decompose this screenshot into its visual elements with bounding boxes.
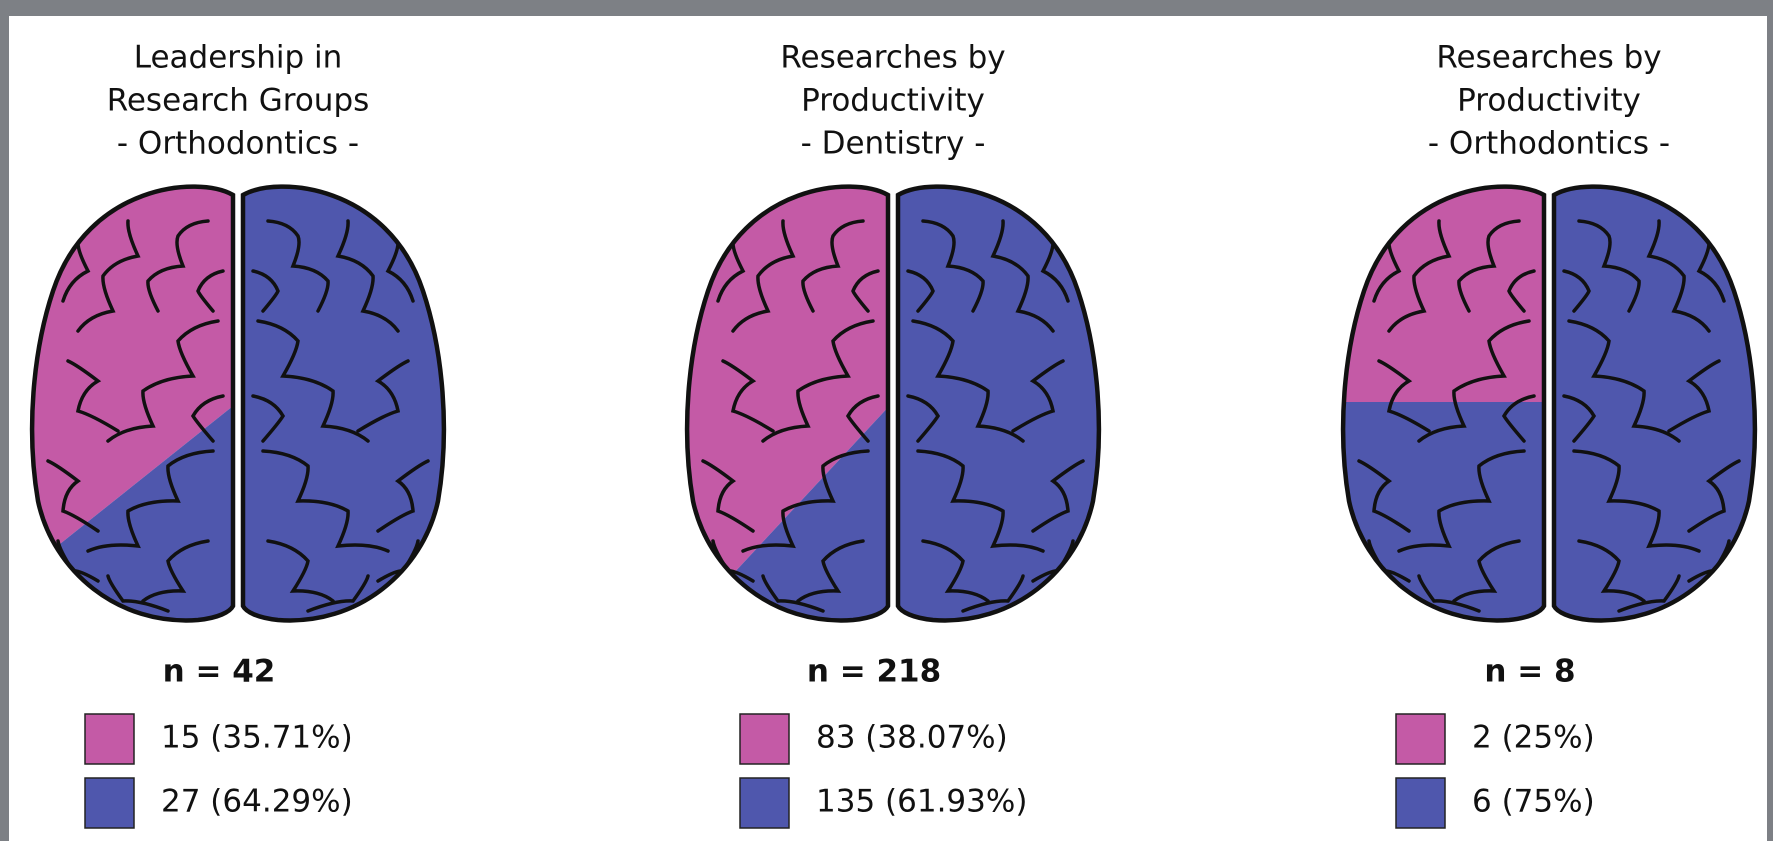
chart-title: Productivity — [1457, 83, 1641, 119]
legend-label: 6 (75%) — [1472, 784, 1595, 820]
legend-label: 135 (61.93%) — [816, 784, 1027, 820]
legend-swatch — [740, 714, 789, 764]
chart-title: Researches by — [1436, 40, 1661, 76]
legend-swatch — [1396, 778, 1445, 828]
chart-title: - Orthodontics - — [1428, 126, 1670, 162]
chart-title: Researches by — [780, 40, 1005, 76]
chart-title: Productivity — [801, 83, 985, 119]
legend-swatch — [1396, 714, 1445, 764]
chart-title: Research Groups — [107, 83, 370, 119]
chart-title: Leadership in — [134, 40, 343, 76]
legend-swatch — [85, 714, 134, 764]
chart-title: - Orthodontics - — [117, 126, 359, 162]
legend-label: 2 (25%) — [1472, 720, 1595, 756]
total-label: n = 218 — [807, 654, 941, 690]
legend-label: 27 (64.29%) — [161, 784, 353, 820]
legend-label: 15 (35.71%) — [161, 720, 353, 756]
legend-swatch — [740, 778, 789, 828]
legend-swatch — [85, 778, 134, 828]
page: Leadership in Research Groups - Orthodonti… — [0, 0, 1773, 841]
total-label: n = 42 — [163, 654, 276, 690]
infographic: Leadership in Research Groups - Orthodonti… — [0, 0, 1773, 841]
legend-label: 83 (38.07%) — [816, 720, 1008, 756]
chart-title: - Dentistry - — [801, 126, 986, 162]
total-label: n = 8 — [1484, 654, 1575, 690]
